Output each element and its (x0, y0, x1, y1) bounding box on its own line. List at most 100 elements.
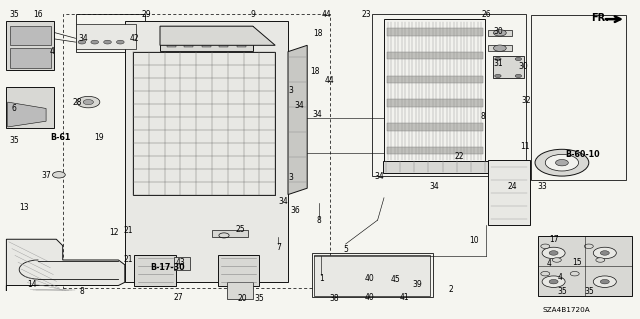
Text: 34: 34 (294, 101, 305, 110)
Text: 2: 2 (449, 285, 454, 294)
Bar (538, 236, 632, 296)
Bar (6, 21, 54, 70)
Circle shape (584, 244, 593, 249)
Bar (76, 14, 145, 52)
Polygon shape (8, 102, 46, 127)
Text: B-60-10: B-60-10 (565, 150, 600, 159)
Text: 30: 30 (518, 63, 529, 71)
Text: 34: 34 (278, 197, 288, 206)
Text: 35: 35 (557, 287, 567, 296)
Bar (227, 282, 253, 299)
Text: SZA4B1720A: SZA4B1720A (543, 307, 590, 313)
Bar (493, 56, 524, 78)
Circle shape (397, 279, 407, 284)
Bar (312, 253, 433, 297)
Bar (10, 26, 51, 45)
Text: 3: 3 (289, 86, 294, 95)
Bar (160, 26, 253, 51)
Text: 34: 34 (429, 182, 439, 191)
Text: 14: 14 (27, 280, 37, 289)
Text: 37: 37 (41, 171, 51, 180)
Circle shape (376, 282, 386, 287)
Text: 34: 34 (374, 172, 384, 181)
Bar (220, 30, 228, 47)
Circle shape (570, 271, 579, 276)
Text: 27: 27 (173, 293, 183, 302)
Circle shape (541, 244, 550, 249)
Bar (174, 257, 190, 270)
Bar (167, 30, 176, 47)
Circle shape (316, 283, 326, 288)
Text: 1: 1 (319, 274, 324, 283)
Text: 43: 43 (175, 258, 186, 267)
Text: 22: 22 (455, 152, 464, 161)
Text: FR.: FR. (591, 12, 609, 23)
Text: 4: 4 (50, 47, 55, 56)
Circle shape (493, 30, 506, 36)
Bar (63, 14, 330, 288)
Text: 29: 29 (141, 10, 151, 19)
Text: 7: 7 (276, 243, 281, 252)
Circle shape (365, 277, 375, 282)
Text: 34: 34 (312, 110, 322, 119)
Circle shape (353, 281, 364, 286)
Text: 20: 20 (237, 294, 247, 303)
Text: 8: 8 (79, 287, 84, 296)
Circle shape (83, 100, 93, 105)
Bar (134, 255, 176, 286)
Circle shape (596, 258, 605, 262)
Text: 10: 10 (468, 236, 479, 245)
Circle shape (495, 74, 501, 78)
Text: 4: 4 (557, 273, 563, 282)
Circle shape (91, 40, 99, 44)
Text: 8: 8 (316, 216, 321, 225)
Circle shape (593, 247, 616, 259)
Text: 4: 4 (547, 259, 552, 268)
Text: 35: 35 (254, 294, 264, 303)
Bar (387, 52, 483, 59)
Bar (383, 161, 488, 173)
Circle shape (493, 45, 506, 51)
Text: 24: 24 (507, 182, 517, 191)
Circle shape (408, 283, 418, 288)
Circle shape (116, 40, 124, 44)
Text: 15: 15 (572, 258, 582, 267)
Text: 38: 38 (329, 294, 339, 303)
Text: 28: 28 (72, 98, 81, 107)
Text: 17: 17 (548, 235, 559, 244)
Bar (212, 230, 248, 237)
Text: 41: 41 (399, 293, 410, 302)
Text: 42: 42 (129, 34, 140, 43)
Text: 35: 35 (9, 136, 19, 145)
Circle shape (78, 40, 86, 44)
Bar (387, 28, 483, 36)
Circle shape (556, 160, 568, 166)
Polygon shape (6, 239, 125, 291)
Circle shape (329, 279, 339, 284)
Text: 19: 19 (94, 133, 104, 142)
Circle shape (342, 285, 352, 290)
Circle shape (515, 57, 522, 61)
Text: 9: 9 (250, 10, 255, 19)
Text: 11: 11 (520, 142, 529, 151)
Text: 32: 32 (521, 96, 531, 105)
Text: 30: 30 (493, 27, 503, 36)
Bar (237, 30, 246, 47)
Text: 6: 6 (12, 104, 17, 113)
Bar (488, 160, 530, 225)
Text: B-61: B-61 (51, 133, 71, 142)
Circle shape (593, 276, 616, 287)
Circle shape (542, 276, 565, 287)
Circle shape (495, 57, 501, 61)
Circle shape (104, 40, 111, 44)
Text: 35: 35 (9, 10, 19, 19)
Text: 3: 3 (289, 173, 294, 182)
Text: 21: 21 (124, 226, 132, 235)
Text: 12: 12 (109, 228, 118, 237)
Circle shape (600, 251, 609, 255)
Bar (202, 30, 211, 47)
Text: 18: 18 (310, 67, 319, 76)
Bar (10, 48, 51, 68)
Polygon shape (288, 45, 307, 195)
Text: 39: 39 (412, 280, 422, 289)
